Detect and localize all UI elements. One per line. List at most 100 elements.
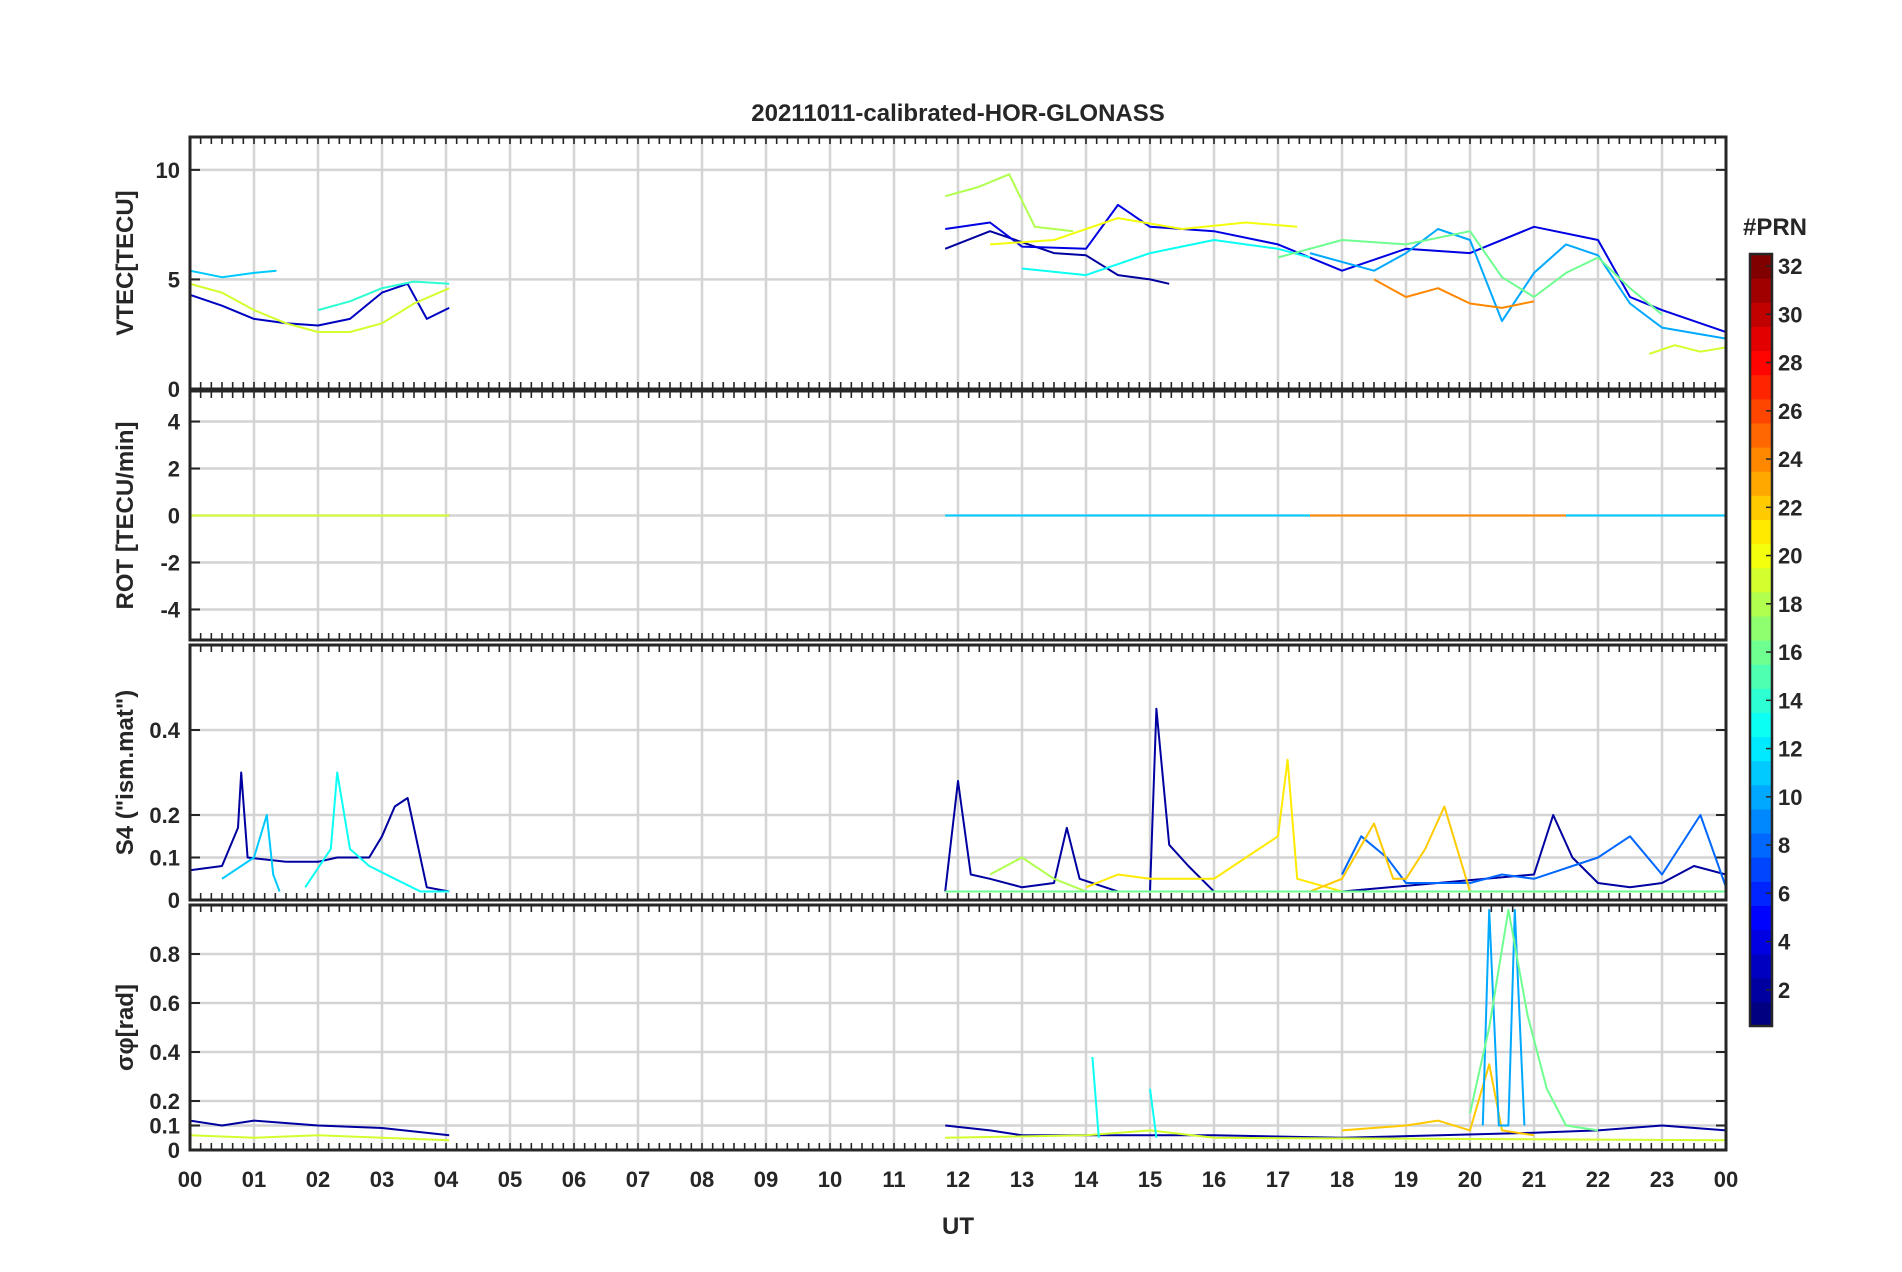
x-tick-label: 21 xyxy=(1522,1167,1546,1192)
colorbar-swatch xyxy=(1750,784,1772,810)
y-tick-label: 0.2 xyxy=(149,1089,180,1114)
colorbar-swatch xyxy=(1750,977,1772,1003)
series-line-prn-13 xyxy=(304,771,450,893)
y-tick-label: 0.1 xyxy=(149,846,180,871)
series-line-prn-11 xyxy=(190,269,277,279)
series-line-prn-11 xyxy=(221,814,281,892)
y-tick-label: 0.6 xyxy=(149,991,180,1016)
series-line-prn-2 xyxy=(190,771,450,893)
x-axis: 00 01 02 03 04 05 06 07 08 09 10 11 12 13 14 15 16 17 18 19… xyxy=(178,1167,1738,1192)
series-line-prn-19 xyxy=(1648,344,1726,355)
x-tick-label: 20 xyxy=(1458,1167,1482,1192)
panel-s4: 0 0.1 0.2 0.4 S4 ("ism.mat") xyxy=(112,643,1728,913)
series-line-prn-2 xyxy=(190,1119,450,1137)
x-tick-label: 14 xyxy=(1074,1167,1099,1192)
series-line-prn-19 xyxy=(190,1134,450,1142)
series-line-prn-22 xyxy=(1341,1063,1535,1137)
x-tick-label: 03 xyxy=(370,1167,394,1192)
series-line-prn-13 xyxy=(1021,239,1311,277)
colorbar-swatch xyxy=(1750,857,1772,882)
series-line-prn-14 xyxy=(317,280,450,312)
series-line-prn-24 xyxy=(1373,278,1535,309)
colorbar-tick-label: 18 xyxy=(1778,592,1802,617)
colorbar-swatch xyxy=(1750,833,1772,858)
series-line-prn-16 xyxy=(1277,230,1663,316)
y-tick-label: 0.8 xyxy=(149,942,180,967)
colorbar-tick-label: 22 xyxy=(1778,495,1802,520)
series-line-prn-18 xyxy=(989,856,1087,893)
x-tick-label: 16 xyxy=(1202,1167,1226,1192)
x-tick-label: 02 xyxy=(306,1167,330,1192)
series-group xyxy=(190,707,1726,893)
y-tick-label: 10 xyxy=(156,158,180,183)
series-line-prn-18 xyxy=(944,173,1074,233)
x-tick-label: 18 xyxy=(1330,1167,1354,1192)
x-tick-label: 11 xyxy=(882,1167,905,1192)
colorbar-tick-label: 10 xyxy=(1778,785,1802,810)
x-tick-label: 06 xyxy=(562,1167,586,1192)
y-axis-label: ROT [TECU/min] xyxy=(112,422,139,610)
colorbar-swatch xyxy=(1750,471,1772,496)
x-tick-label: 12 xyxy=(946,1167,970,1192)
panel-vtec: 0 5 10 VTEC[TECU] xyxy=(112,135,1728,402)
y-tick-label: 5 xyxy=(168,267,180,292)
series-line-prn-22 xyxy=(1309,805,1534,893)
y-tick-label: 2 xyxy=(168,457,180,482)
colorbar-tick-label: 24 xyxy=(1778,447,1803,472)
x-tick-label: 10 xyxy=(818,1167,842,1192)
y-tick-label: 0.1 xyxy=(149,1114,180,1139)
x-tick-label: 01 xyxy=(242,1167,266,1192)
y-tick-label: 0.4 xyxy=(149,1040,180,1065)
colorbar-swatch xyxy=(1750,519,1772,545)
x-tick-label: 00 xyxy=(178,1167,202,1192)
colorbar-swatch xyxy=(1750,1001,1772,1027)
axes-frame xyxy=(188,389,1728,642)
colorbar-tick-label: 28 xyxy=(1778,351,1802,376)
y-axis-label: S4 ("ism.mat") xyxy=(112,690,139,855)
colorbar-swatch xyxy=(1750,350,1772,376)
colorbar-title: #PRN xyxy=(1743,214,1807,241)
colorbar-tick-label: 14 xyxy=(1778,688,1803,713)
colorbar-swatch xyxy=(1750,591,1772,617)
colorbar-swatch xyxy=(1750,447,1772,472)
colorbar-swatch xyxy=(1750,688,1772,713)
colorbar-tick-label: 6 xyxy=(1778,881,1790,906)
series-line-prn-2 xyxy=(944,707,1726,893)
colorbar-swatch xyxy=(1750,712,1772,738)
series-line-prn-10 xyxy=(1309,228,1726,340)
axes-frame xyxy=(188,903,1728,1152)
x-tick-label: 15 xyxy=(1138,1167,1162,1192)
series-line-prn-10 xyxy=(1481,908,1526,1127)
x-axis-label: UT xyxy=(942,1213,974,1240)
x-tick-label: 05 xyxy=(498,1167,522,1192)
panel-rot: -4 -2 0 2 4 ROT [TECU/min] xyxy=(112,389,1728,642)
colorbar-frame xyxy=(1748,252,1774,1028)
colorbar-tick-label: 16 xyxy=(1778,640,1802,665)
colorbar-swatch xyxy=(1750,905,1772,931)
colorbar-swatch xyxy=(1750,422,1772,448)
colorbar-swatch xyxy=(1750,881,1772,906)
y-tick-label: -2 xyxy=(160,550,180,575)
colorbar-swatch xyxy=(1750,302,1772,327)
x-tick-label: 08 xyxy=(690,1167,714,1192)
series-line-prn-20 xyxy=(989,217,1298,246)
series-line-prn-21 xyxy=(1085,758,1343,893)
series-line-prn-4 xyxy=(945,203,1726,333)
colorbar-swatch xyxy=(1750,808,1772,834)
colorbar-swatch xyxy=(1750,640,1772,665)
colorbar-swatch xyxy=(1750,495,1772,520)
x-tick-label: 00 xyxy=(1714,1167,1738,1192)
colorbar-tick-label: 8 xyxy=(1778,833,1790,858)
colorbar-tick-label: 32 xyxy=(1778,254,1802,279)
series-line-prn-19 xyxy=(190,282,450,333)
x-tick-label: 19 xyxy=(1394,1167,1418,1192)
panel-sigma_phi: 00.10.2 0.4 0.6 0.8 σφ[rad] xyxy=(112,903,1728,1163)
series-line-prn-2 xyxy=(944,230,1170,285)
y-tick-label: 0 xyxy=(168,504,180,529)
colorbar-tick-label: 2 xyxy=(1778,978,1790,1003)
series-line-prn-13 xyxy=(1149,1088,1158,1138)
colorbar-swatch xyxy=(1750,736,1772,762)
series-group xyxy=(190,908,1726,1142)
y-tick-label: 0 xyxy=(168,1138,180,1163)
